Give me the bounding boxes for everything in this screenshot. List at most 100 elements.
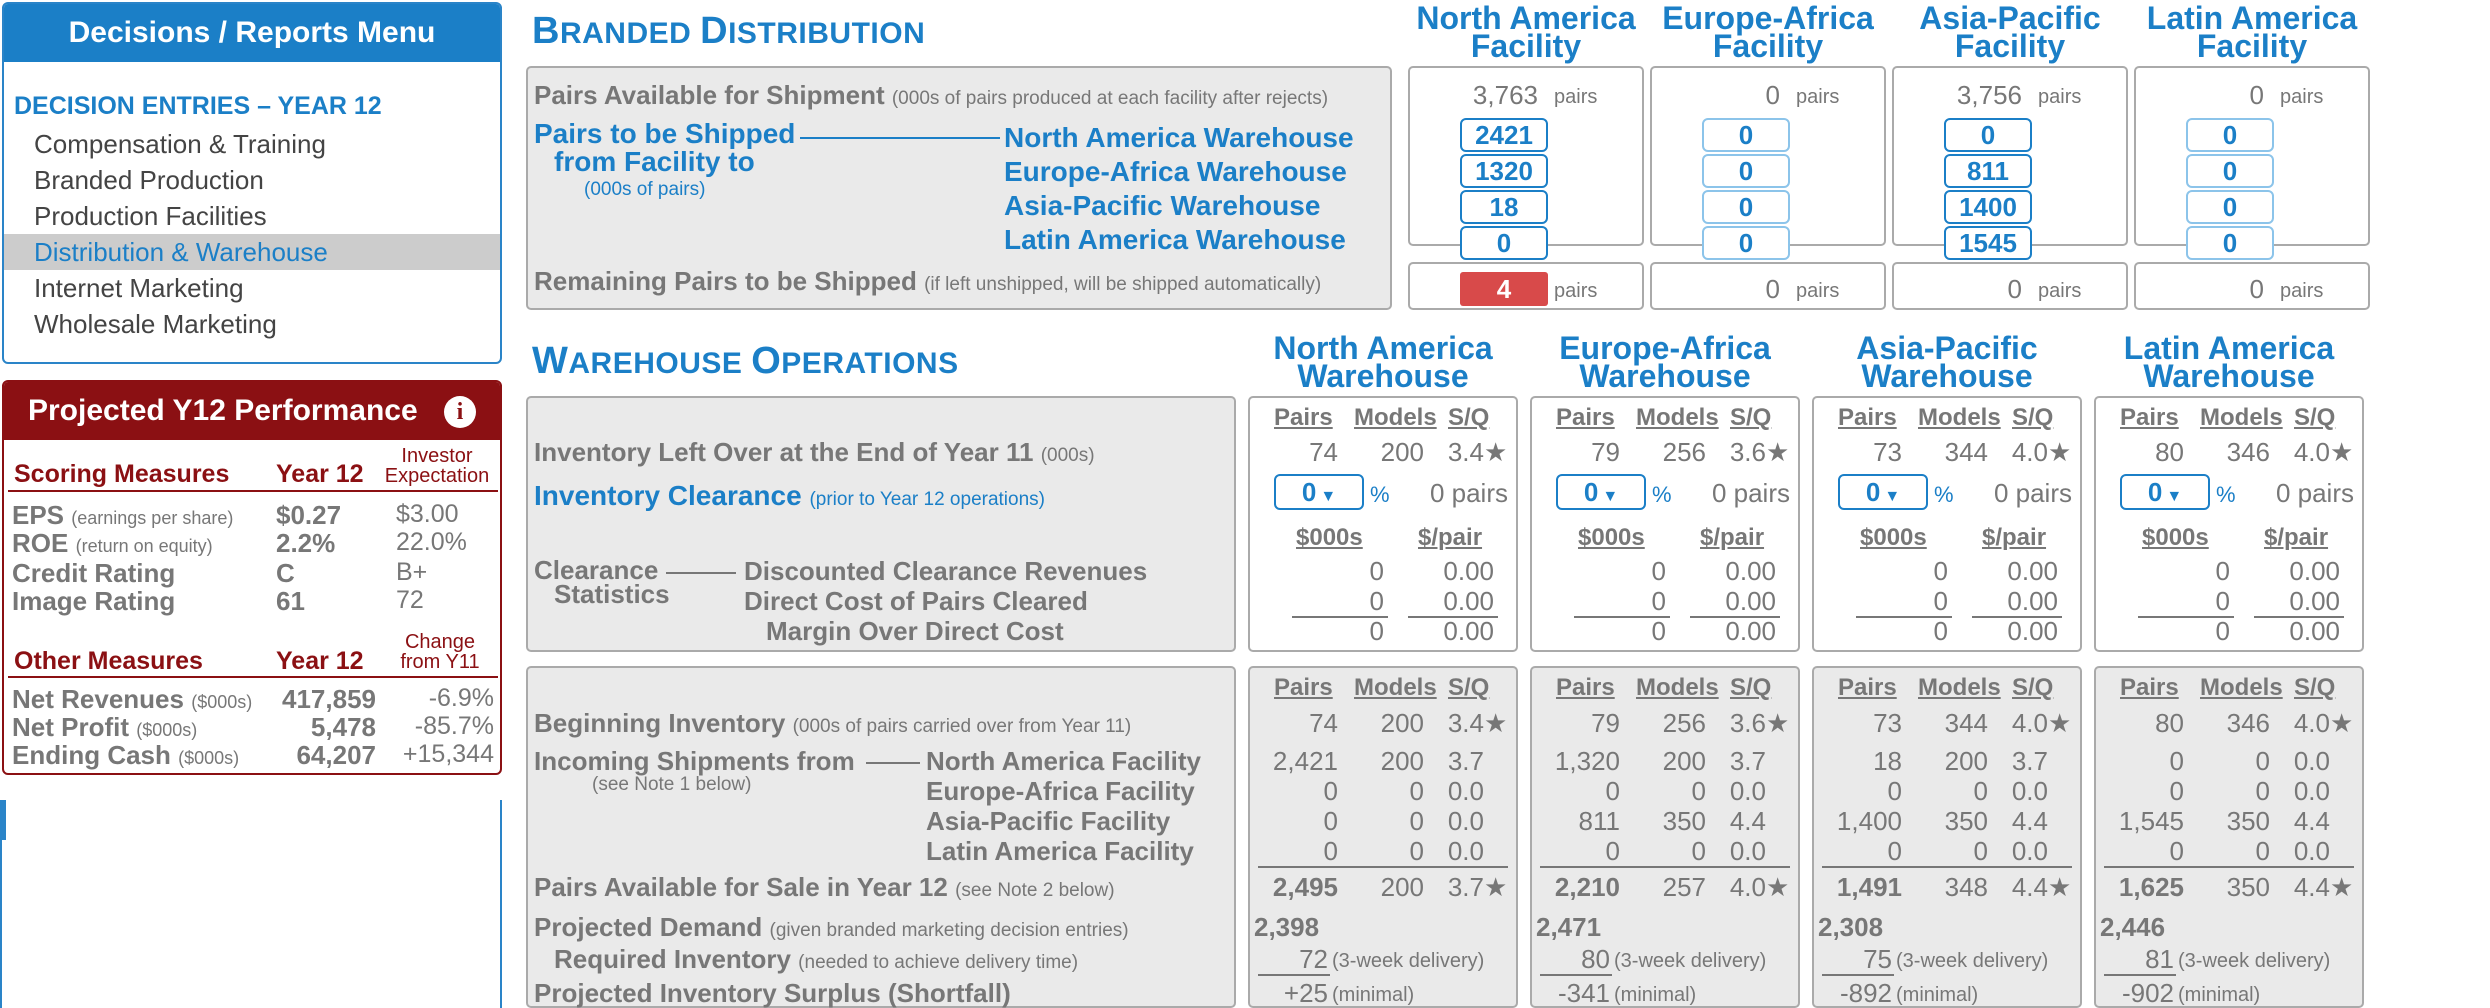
percent-sign: %: [2216, 482, 2236, 507]
pairs-unit: pairs: [1554, 280, 1598, 302]
stats-row-2: Direct Cost of Pairs Cleared: [744, 586, 1088, 616]
menu-item-distribution[interactable]: Distribution & Warehouse: [4, 234, 500, 270]
shipment-input[interactable]: 0: [1944, 118, 2032, 152]
other-change-value: -85.7%: [414, 712, 494, 740]
stats-k-value: 0: [1933, 556, 1948, 586]
clearance-percent-dropdown[interactable]: 0 ▼: [1838, 474, 1928, 510]
shipment-input[interactable]: 0: [1702, 190, 1790, 224]
clearance-pairs: 0 pairs: [2275, 478, 2354, 508]
warehouse-header-line2: Warehouse: [1579, 358, 1751, 394]
info-icon[interactable]: i: [444, 396, 476, 428]
warehouse-inventory-box: [2094, 666, 2364, 1008]
menu-item-production-facilities[interactable]: Production Facilities: [34, 201, 267, 231]
surplus-note: (minimal): [1332, 984, 1415, 1006]
required-label: Required Inventory (needed to achieve de…: [554, 944, 1079, 974]
stats-total-line: [1690, 616, 1780, 618]
menu-item-wholesale-marketing[interactable]: Wholesale Marketing: [34, 309, 277, 339]
facility-header: Asia-Pacific Facility: [1872, 2, 2148, 64]
shipment-input[interactable]: 1545: [1944, 226, 2032, 260]
facility-header-line2: Facility: [1712, 28, 1824, 64]
col-models-header: Models: [1918, 674, 2001, 701]
col-models-header: Models: [1354, 674, 1437, 701]
stats-per-value: 0.00: [1443, 616, 1494, 646]
scoring-year12-value: 2.2%: [276, 528, 336, 558]
begin-models: 346: [2226, 708, 2270, 738]
chevron-down-icon: ▼: [1602, 488, 1619, 505]
menu-item-compensation[interactable]: Compensation & Training: [34, 129, 326, 159]
incoming-pairs: 18: [1873, 746, 1902, 776]
shipment-input[interactable]: 0: [2186, 118, 2274, 152]
col-sq-header: S/Q: [2294, 674, 2336, 701]
projected-performance-panel: Projected Y12 Performance i Scoring Meas…: [2, 380, 502, 775]
incoming-sq: 0.0: [2293, 836, 2330, 866]
warehouse-header: Europe-Africa Warehouse: [1520, 332, 1810, 394]
stats-per-value: 0.00: [2007, 586, 2058, 616]
other-note: ($000s): [191, 692, 253, 712]
scroll-tab[interactable]: [0, 800, 6, 840]
incoming-pairs: 1,400: [1836, 806, 1902, 836]
connector-line: [866, 762, 920, 764]
clearance-percent-dropdown[interactable]: 0 ▼: [1274, 474, 1364, 510]
facility-header-line1: Europe-Africa: [1662, 0, 1874, 36]
scoring-label: ROE: [12, 528, 69, 558]
leftover-pairs: 74: [1309, 437, 1338, 467]
begin-models: 256: [1662, 708, 1706, 738]
available-pairs-value: 0: [1765, 80, 1780, 110]
leftover-sq: 4.0: [2011, 437, 2048, 467]
incoming-sq: 3.7: [2011, 746, 2048, 776]
other-row-label: Ending Cash ($000s): [12, 740, 239, 771]
scoring-note: (earnings per share): [71, 508, 234, 528]
shipment-input[interactable]: 0: [1702, 154, 1790, 188]
percent-sign: %: [1652, 482, 1672, 507]
clearance-percent-dropdown[interactable]: 0 ▼: [2120, 474, 2210, 510]
col-k-header: $000s: [1578, 524, 1645, 551]
col-per-pair-header: $/pair: [1700, 524, 1765, 551]
facility-header-line2: Facility: [1954, 28, 2066, 64]
shipment-input[interactable]: 2421: [1460, 118, 1548, 152]
warehouse-inventory-box: [1530, 666, 1800, 1008]
begin-pairs: 73: [1873, 708, 1902, 738]
surplus-value: +25: [1283, 978, 1328, 1008]
surplus-value: -902: [2121, 978, 2174, 1008]
shipment-input[interactable]: 1400: [1944, 190, 2032, 224]
stats-k-value: 0: [1651, 586, 1666, 616]
stats-total-line: [1856, 616, 1952, 618]
destination-warehouse-label: Europe-Africa Warehouse: [1004, 156, 1347, 187]
delivery-note: (3-week delivery): [1896, 950, 2049, 972]
surplus-note: (minimal): [1896, 984, 1979, 1006]
shipment-input[interactable]: 0: [1702, 226, 1790, 260]
incoming-models: 0: [2255, 776, 2270, 806]
scoring-label: EPS: [12, 500, 65, 530]
col-pairs-header: Pairs: [2120, 674, 2179, 701]
ship-label: Pairs to be Shipped from Facility to (000s…: [534, 118, 796, 201]
scoring-expectation-value: B+: [396, 558, 428, 586]
shipment-input[interactable]: 811: [1944, 154, 2032, 188]
clearance-stats-label: Clearance Statistics: [534, 555, 670, 609]
projected-title: Projected Y12 Performance: [4, 382, 500, 440]
shipment-input[interactable]: 1320: [1460, 154, 1548, 188]
other-note: ($000s): [178, 748, 240, 768]
menu-item-internet-marketing[interactable]: Internet Marketing: [34, 273, 244, 303]
shipment-input[interactable]: 0: [1702, 118, 1790, 152]
shipment-input[interactable]: 0: [2186, 190, 2274, 224]
shipment-input[interactable]: 18: [1460, 190, 1548, 224]
clearance-percent-dropdown[interactable]: 0 ▼: [1556, 474, 1646, 510]
incoming-models: 0: [1409, 776, 1424, 806]
avail-models: 348: [1944, 872, 1988, 902]
other-year12-value: 417,859: [282, 684, 376, 714]
menu-item-branded-production[interactable]: Branded Production: [34, 165, 264, 195]
avail-sq: 4.4: [2293, 872, 2330, 902]
shipment-input[interactable]: 0: [2186, 154, 2274, 188]
facility-header-line1: Latin America: [2146, 0, 2358, 36]
incoming-models: 350: [2226, 806, 2270, 836]
shipment-input[interactable]: 0: [1460, 226, 1548, 260]
incoming-models: 200: [1662, 746, 1706, 776]
scoring-expectation-value: $3.00: [396, 500, 459, 528]
shipment-input[interactable]: 0: [2186, 226, 2274, 260]
begin-pairs: 79: [1591, 708, 1620, 738]
subtotal-line: [1822, 866, 2072, 868]
pairs-unit: pairs: [1554, 86, 1598, 108]
required-value: 72: [1299, 944, 1328, 974]
leftover-pairs: 73: [1873, 437, 1902, 467]
col-models-header: Models: [2200, 674, 2283, 701]
